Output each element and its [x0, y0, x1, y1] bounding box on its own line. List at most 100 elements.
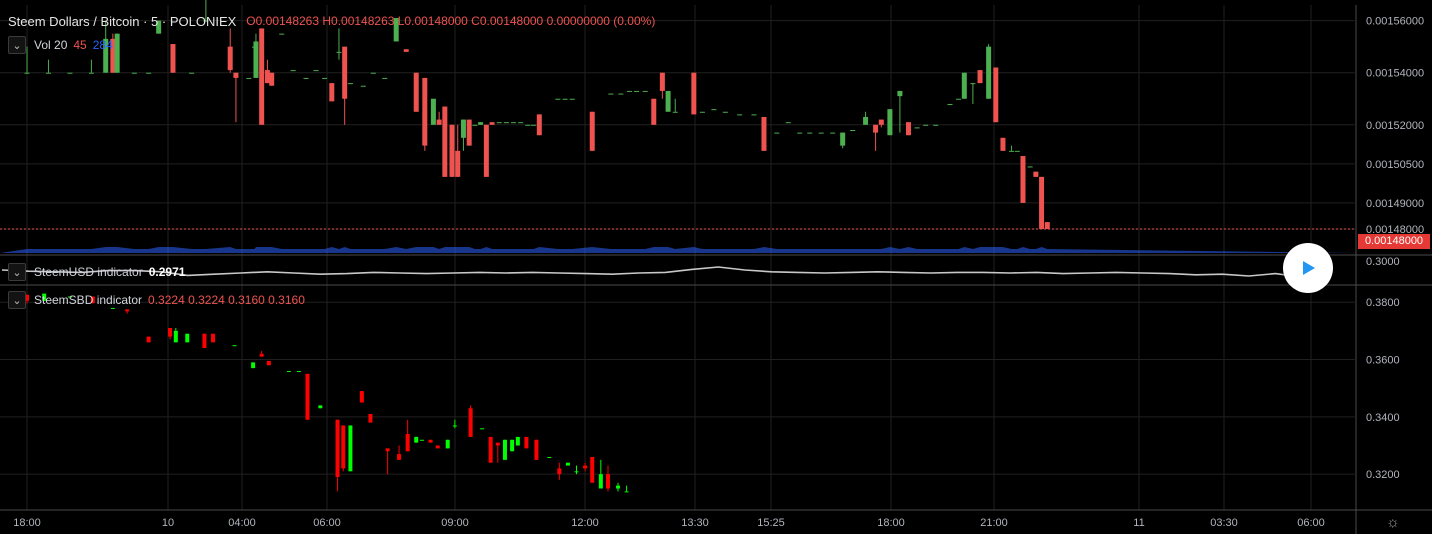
sbd-candle	[146, 336, 151, 343]
sbd-candle	[168, 327, 173, 337]
price-candle	[878, 119, 884, 125]
sbd-candle	[480, 428, 485, 430]
price-candle	[342, 46, 348, 99]
price-candle	[370, 72, 376, 74]
price-candle	[634, 90, 640, 92]
sbd-tick-label: 0.3600	[1366, 355, 1400, 367]
price-candle	[88, 72, 94, 74]
sbd-candle	[266, 360, 271, 366]
price-candle	[807, 132, 813, 134]
sbd-candle	[296, 370, 301, 372]
price-candle	[503, 122, 509, 124]
price-candle	[313, 70, 319, 72]
price-candle	[430, 98, 436, 125]
chevron-down-icon[interactable]: ⌄	[8, 263, 26, 281]
sbd-candle	[251, 362, 256, 369]
price-candle	[253, 41, 259, 78]
price-candle	[722, 111, 728, 113]
price-candle	[774, 132, 780, 134]
sbd-candle	[488, 436, 493, 463]
indicator2-values: 0.3224 0.3224 0.3160 0.3160	[148, 293, 305, 307]
sbd-candle	[341, 425, 346, 469]
price-candle	[555, 98, 561, 100]
x-tick-label: 10	[162, 517, 174, 529]
x-tick-label: 18:00	[877, 517, 905, 529]
price-candle	[1020, 156, 1026, 203]
sbd-candle	[335, 419, 340, 478]
price-candle	[303, 77, 309, 79]
sbd-candle	[495, 442, 500, 446]
sbd-candle	[515, 436, 520, 446]
sbd-candle	[574, 471, 579, 473]
price-tick-label: 0.00149000	[1366, 198, 1424, 210]
price-candle	[403, 49, 409, 52]
sbd-candle	[605, 474, 610, 489]
price-candle	[651, 98, 657, 125]
price-candle	[413, 72, 419, 112]
sbd-candle	[348, 425, 353, 472]
price-candle	[569, 98, 575, 100]
price-candle	[518, 122, 524, 124]
sbd-candle	[286, 370, 291, 372]
price-candle	[264, 70, 270, 84]
chevron-down-icon[interactable]: ⌄	[8, 291, 26, 309]
price-candle	[589, 111, 595, 151]
chevron-down-icon[interactable]: ⌄	[8, 36, 26, 54]
price-candle	[360, 85, 366, 87]
price-candle	[970, 83, 976, 85]
sbd-candle	[534, 439, 539, 460]
sbd-candle	[25, 294, 29, 301]
price-candle	[382, 77, 388, 79]
price-candle	[472, 124, 478, 126]
sbd-candle	[468, 408, 473, 437]
price-candle	[672, 111, 678, 113]
price-candle	[737, 114, 743, 116]
volume-legend: ⌄ Vol 20 45 284	[8, 35, 113, 55]
sbd-candle	[565, 462, 570, 466]
price-candle	[103, 38, 109, 73]
price-candle	[67, 72, 73, 74]
price-candle	[751, 114, 757, 116]
price-candle	[131, 72, 137, 74]
sbd-candle	[42, 293, 47, 301]
price-candle	[460, 119, 466, 138]
sbd-candle	[428, 439, 433, 443]
price-candle	[489, 122, 495, 125]
x-tick-label: 18:00	[13, 517, 41, 529]
volume-value-2: 284	[92, 38, 113, 52]
price-candle	[203, 20, 209, 22]
ohlc-values: O0.00148263 H0.00148263 L0.00148000 C0.0…	[246, 14, 656, 28]
price-candle	[840, 132, 846, 146]
price-tick-label: 0.00150500	[1366, 159, 1424, 171]
price-candle	[511, 122, 517, 124]
sbd-candle	[405, 434, 410, 452]
price-candle	[347, 83, 353, 85]
price-candle	[45, 72, 51, 74]
price-candle	[761, 116, 767, 151]
indicator1-label: SteemUSD indicator	[34, 265, 143, 279]
price-candle	[259, 28, 265, 125]
x-tick-label: 12:00	[571, 517, 599, 529]
price-candle	[279, 33, 285, 35]
x-tick-label: 04:00	[228, 517, 256, 529]
play-button[interactable]	[1283, 243, 1333, 293]
price-candle	[947, 103, 953, 105]
price-candle	[659, 72, 665, 91]
price-candle	[536, 114, 542, 136]
x-tick-label: 06:00	[313, 517, 341, 529]
sbd-candle	[547, 456, 552, 458]
price-candle	[189, 72, 195, 74]
price-candle	[562, 98, 568, 100]
price-candle	[329, 83, 335, 102]
sbd-candle	[125, 309, 130, 312]
gear-icon[interactable]: ☼	[1386, 514, 1400, 531]
indicator2-label: SteemSBD indicator	[34, 293, 143, 307]
sbd-candle	[510, 439, 515, 452]
price-candle	[711, 109, 717, 111]
sbd-tick-label: 0.3400	[1366, 412, 1400, 424]
last-price-tag: 0.00148000	[1358, 234, 1430, 249]
sbd-candle	[419, 439, 424, 441]
sbd-candle	[185, 333, 190, 343]
price-candle	[478, 122, 484, 125]
